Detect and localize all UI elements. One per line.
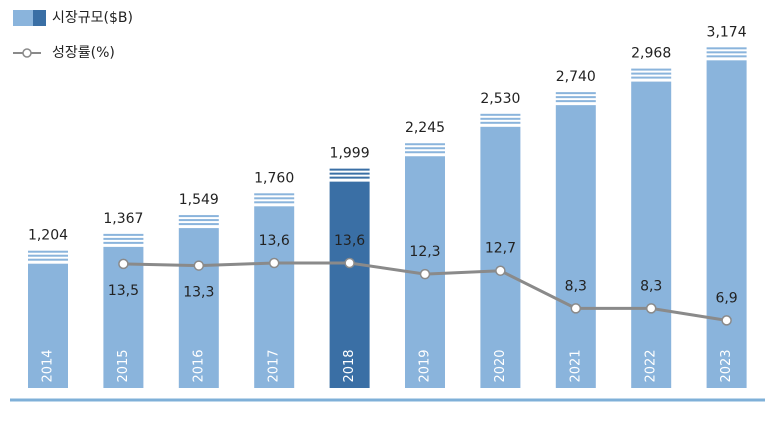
bar-stripe (555, 96, 596, 99)
bar (254, 206, 295, 388)
bar-stripe (28, 254, 68, 257)
bar-stripe (631, 68, 672, 71)
bar-stripe (103, 237, 144, 240)
legend-label: 성장률(%) (52, 45, 115, 61)
bar-stripe (555, 92, 596, 95)
line-marker (268, 257, 280, 269)
bar-stripe (28, 250, 68, 253)
bar-stripe (706, 55, 747, 58)
bar-stripe (405, 143, 445, 146)
bar-stripe (480, 121, 521, 124)
legend-label: 시장규모($B) (52, 10, 133, 26)
value-label: 1,999 (330, 146, 370, 162)
line-marker (419, 268, 431, 280)
legend-swatch (33, 10, 46, 26)
value-label: 6,9 (715, 290, 737, 306)
line-marker (570, 303, 582, 314)
bar-stripe (28, 258, 68, 261)
bar (555, 105, 596, 389)
x-tick-label: 2018 (342, 349, 357, 382)
x-tick-label: 2017 (267, 349, 282, 382)
legend-marker (22, 48, 32, 58)
bar-stripe (103, 233, 144, 236)
bar (706, 60, 747, 388)
value-label: 2,530 (480, 91, 520, 107)
bar-stripe (405, 147, 445, 150)
bar-stripe (103, 241, 144, 244)
bar-stripe (254, 197, 295, 200)
value-label: 2,245 (405, 120, 445, 136)
bar-stripe (329, 168, 370, 171)
value-label: 3,174 (707, 24, 747, 40)
bar (329, 181, 370, 388)
x-tick-label: 2014 (41, 349, 56, 382)
bar (178, 228, 219, 388)
bar-stripe (254, 201, 295, 204)
bar-stripe (480, 117, 521, 120)
x-tick-label: 2022 (644, 349, 659, 382)
line-marker (721, 315, 732, 326)
line-marker (193, 260, 205, 271)
bar (631, 81, 672, 388)
bar-stripe (254, 193, 295, 196)
value-label: 13,3 (183, 285, 214, 301)
value-label: 13,6 (334, 233, 365, 249)
bar-stripe (178, 219, 219, 222)
line-marker (645, 303, 657, 314)
line-marker (118, 258, 129, 270)
bar (103, 246, 144, 388)
value-label: 8,3 (640, 278, 662, 294)
x-tick-label: 2019 (418, 349, 433, 382)
value-label: 8,3 (565, 278, 587, 294)
bar-stripe (555, 100, 596, 103)
value-label: 2,968 (631, 46, 671, 62)
bar-stripe (178, 223, 219, 226)
line-marker (495, 265, 506, 276)
x-tick-label: 2016 (191, 349, 206, 382)
bar-stripe (631, 76, 672, 79)
value-label: 1,549 (179, 192, 219, 208)
x-tick-label: 2023 (719, 349, 734, 382)
value-label: 1,367 (103, 211, 143, 227)
line-marker (344, 257, 355, 269)
value-label: 12,3 (409, 244, 440, 260)
value-label: 13,6 (259, 233, 290, 249)
value-label: 2,740 (556, 69, 596, 85)
bar-stripe (329, 172, 370, 175)
value-label: 13,5 (108, 283, 139, 299)
bar-stripe (329, 176, 370, 179)
bar-stripe (706, 47, 747, 50)
bar-stripe (178, 215, 219, 218)
value-label: 12,7 (485, 241, 516, 257)
x-tick-label: 2015 (116, 349, 131, 382)
value-label: 1,760 (254, 170, 294, 186)
bar (480, 126, 521, 389)
bar-stripe (706, 51, 747, 54)
bar-stripe (405, 151, 445, 154)
bar-stripe (480, 113, 521, 116)
x-tick-label: 2021 (568, 349, 583, 382)
x-tick-label: 2020 (493, 349, 508, 382)
legend-swatch (13, 10, 33, 26)
bar-stripe (631, 72, 672, 75)
bar (28, 263, 68, 388)
value-label: 1,204 (28, 228, 68, 244)
